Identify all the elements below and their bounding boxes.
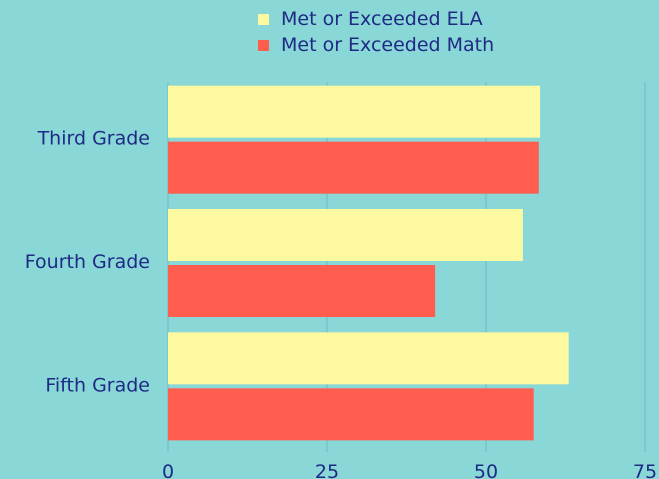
category-labels: Third Grade Fourth Grade Fifth Grade [25, 128, 150, 397]
legend-swatch-math [258, 39, 269, 51]
legend-item-math: Met or Exceeded Math [258, 32, 494, 58]
legend-swatch-ela [258, 13, 269, 25]
legend-label-ela: Met or Exceeded ELA [281, 8, 483, 30]
x-tick-label-0: 0 [162, 461, 174, 479]
category-label-fourth-grade: Fourth Grade [25, 251, 150, 273]
legend-item-ela: Met or Exceeded ELA [258, 6, 494, 32]
bar-fourth-grade-ela [168, 209, 523, 261]
legend: Met or Exceeded ELA Met or Exceeded Math [258, 6, 494, 58]
bars [168, 85, 569, 441]
legend-label-math: Met or Exceeded Math [281, 34, 495, 56]
x-tick-label-25: 25 [315, 461, 339, 479]
bar-fifth-grade-ela [168, 332, 569, 385]
bar-fourth-grade-math [168, 265, 436, 317]
bar-third-grade-ela [168, 85, 541, 138]
x-tick-label-75: 75 [633, 461, 657, 479]
bar-third-grade-math [168, 141, 539, 194]
x-tick-label-50: 50 [474, 461, 498, 479]
bar-fifth-grade-math [168, 388, 534, 441]
category-label-third-grade: Third Grade [37, 128, 150, 150]
category-label-fifth-grade: Fifth Grade [45, 374, 150, 396]
x-tick-labels: 0 25 50 75 [162, 461, 657, 479]
